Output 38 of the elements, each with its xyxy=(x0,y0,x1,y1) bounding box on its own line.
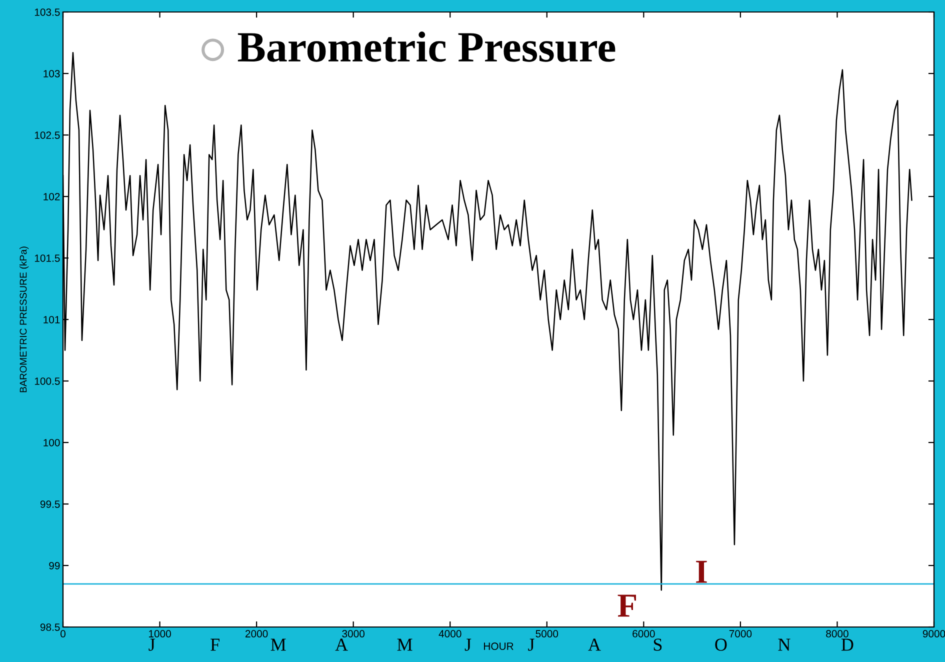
x-tick-label: 6000 xyxy=(632,630,655,638)
y-tick-label: 102 xyxy=(44,193,60,200)
text: S xyxy=(654,638,662,651)
y-tick-label: 100 xyxy=(44,439,60,446)
x-tick-label: 9000 xyxy=(922,630,945,638)
x-tick-label: 5000 xyxy=(536,630,558,638)
y-tick-label: 101.5 xyxy=(34,254,60,262)
y-tick-label: 101 xyxy=(44,316,60,324)
text: F xyxy=(210,638,220,651)
y-tick-label: 99.5 xyxy=(40,500,60,508)
text: J xyxy=(528,638,534,651)
y-tick-label: 102.5 xyxy=(34,132,60,139)
x-tick-label: 8000 xyxy=(826,630,848,638)
y-tick-label: 100.5 xyxy=(34,378,60,385)
text: O xyxy=(715,638,727,651)
y-axis-title: BAROMETRIC PRESSURE (kPa) xyxy=(20,246,29,392)
y-tick-label: 103 xyxy=(44,70,60,78)
annotation: I xyxy=(696,560,707,583)
x-tick-label: 1000 xyxy=(148,630,171,638)
text: A xyxy=(588,638,601,651)
x-tick-label: 4000 xyxy=(438,630,462,638)
y-tick-label: 103.5 xyxy=(34,8,60,16)
text: M xyxy=(397,638,412,651)
x-tick-label: 0 xyxy=(60,630,66,638)
x-axis-title: HOUR xyxy=(484,642,514,650)
x-tick-label: 3000 xyxy=(342,630,365,638)
text: M xyxy=(270,638,286,651)
y-tick-label: 99 xyxy=(49,562,60,570)
annotation: F xyxy=(618,594,636,617)
text: J xyxy=(464,638,472,651)
chart-title: Barometric Pressure xyxy=(238,32,616,62)
text: A xyxy=(335,638,348,651)
text: J xyxy=(148,638,155,651)
y-tick-label: 98.5 xyxy=(40,624,60,631)
x-tick-label: 7000 xyxy=(729,630,752,638)
x-tick-label: 2000 xyxy=(245,630,268,638)
text: N xyxy=(778,638,790,651)
text: D xyxy=(841,638,854,651)
